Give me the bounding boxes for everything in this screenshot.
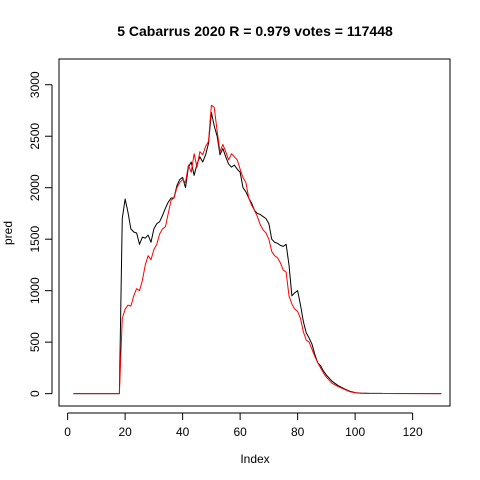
x-axis-label: Index	[240, 452, 269, 466]
x-tick-label: 120	[403, 425, 423, 439]
y-tick-label: 1500	[28, 226, 42, 253]
series-line-predicted	[73, 104, 442, 395]
y-axis-label: pred	[1, 221, 15, 245]
x-tick-label: 100	[345, 425, 365, 439]
plot-area	[58, 58, 451, 407]
x-tick-label: 80	[291, 425, 305, 439]
x-tick-label: 0	[64, 425, 71, 439]
series-line-actual	[73, 112, 442, 395]
x-tick-label: 60	[233, 425, 247, 439]
y-tick-label: 2000	[28, 174, 42, 201]
series-group	[73, 104, 442, 395]
x-tick-label: 40	[176, 425, 190, 439]
x-tick-label: 20	[118, 425, 132, 439]
y-tick-label: 500	[28, 332, 42, 352]
plot-frame	[58, 58, 451, 407]
y-tick-label: 3000	[28, 71, 42, 98]
y-tick-label: 2500	[28, 123, 42, 150]
x-axis: 0 20 40 60 80 100 120	[64, 412, 423, 439]
chart-title: 5 Cabarrus 2020 R = 0.979 votes = 117448	[117, 23, 393, 39]
y-tick-label: 0	[28, 390, 42, 397]
y-tick-label: 1000	[28, 277, 42, 304]
y-axis: 0 500 1000 1500 2000 2500 3000	[28, 71, 53, 397]
